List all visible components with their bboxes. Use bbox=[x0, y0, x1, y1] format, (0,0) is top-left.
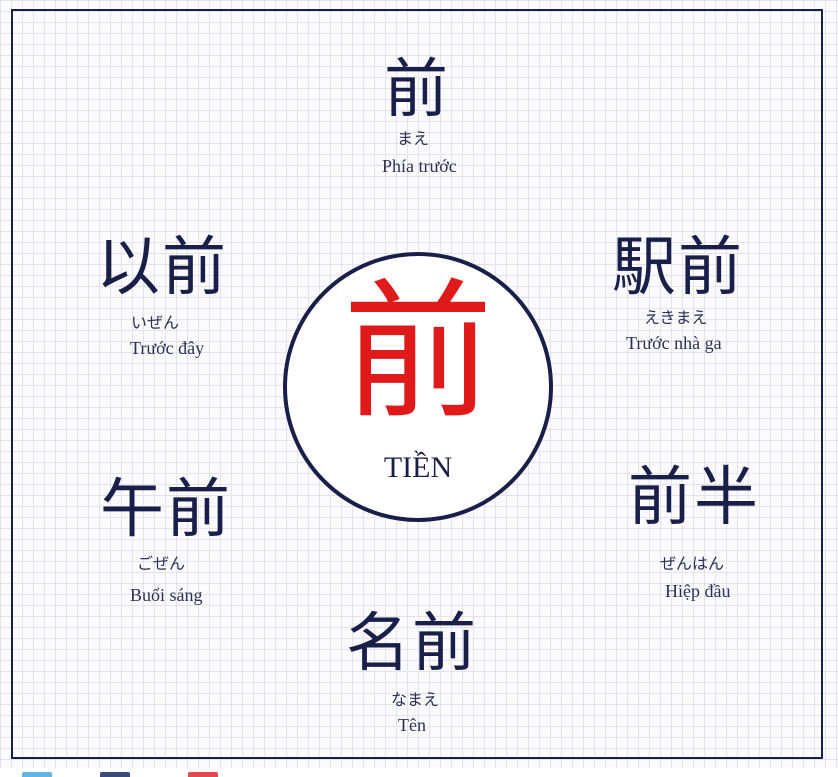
word-lower-left-kanji: 午前 bbox=[100, 473, 232, 547]
word-upper-left-meaning: Trước đây bbox=[130, 338, 205, 358]
word-bottom-kanji: 名前 bbox=[346, 607, 478, 681]
word-lower-left-kana: ごぜん bbox=[137, 554, 186, 573]
word-upper-left-kana: いぜん bbox=[131, 313, 180, 332]
word-upper-right-kana: えきまえ bbox=[644, 308, 708, 327]
word-bottom-kana: なまえ bbox=[391, 690, 440, 709]
word-top-meaning: Phía trước bbox=[382, 156, 457, 176]
center-circle: 前 TIỀN bbox=[283, 252, 553, 522]
bottom-red-mark bbox=[188, 772, 218, 777]
bottom-navy-mark bbox=[100, 772, 130, 777]
bottom-strip bbox=[0, 768, 838, 777]
word-upper-left-kanji: 以前 bbox=[96, 231, 228, 305]
word-top-kanji: 前 bbox=[384, 53, 450, 127]
word-upper-right-meaning: Trước nhà ga bbox=[626, 333, 722, 353]
card-border bbox=[11, 9, 823, 759]
bottom-blue-mark bbox=[22, 772, 52, 777]
center-kanji: 前 bbox=[342, 266, 493, 440]
word-upper-right-kanji: 駅前 bbox=[612, 231, 744, 305]
word-bottom-meaning: Tên bbox=[398, 715, 426, 735]
word-top-kana: まえ bbox=[397, 129, 430, 148]
center-label: TIỀN bbox=[383, 451, 453, 484]
word-lower-left-meaning: Buổi sáng bbox=[130, 585, 203, 605]
word-lower-right-kanji: 前半 bbox=[628, 461, 760, 535]
word-lower-right-kana: ぜんはん bbox=[660, 554, 725, 573]
word-lower-right-meaning: Hiệp đầu bbox=[665, 581, 731, 601]
